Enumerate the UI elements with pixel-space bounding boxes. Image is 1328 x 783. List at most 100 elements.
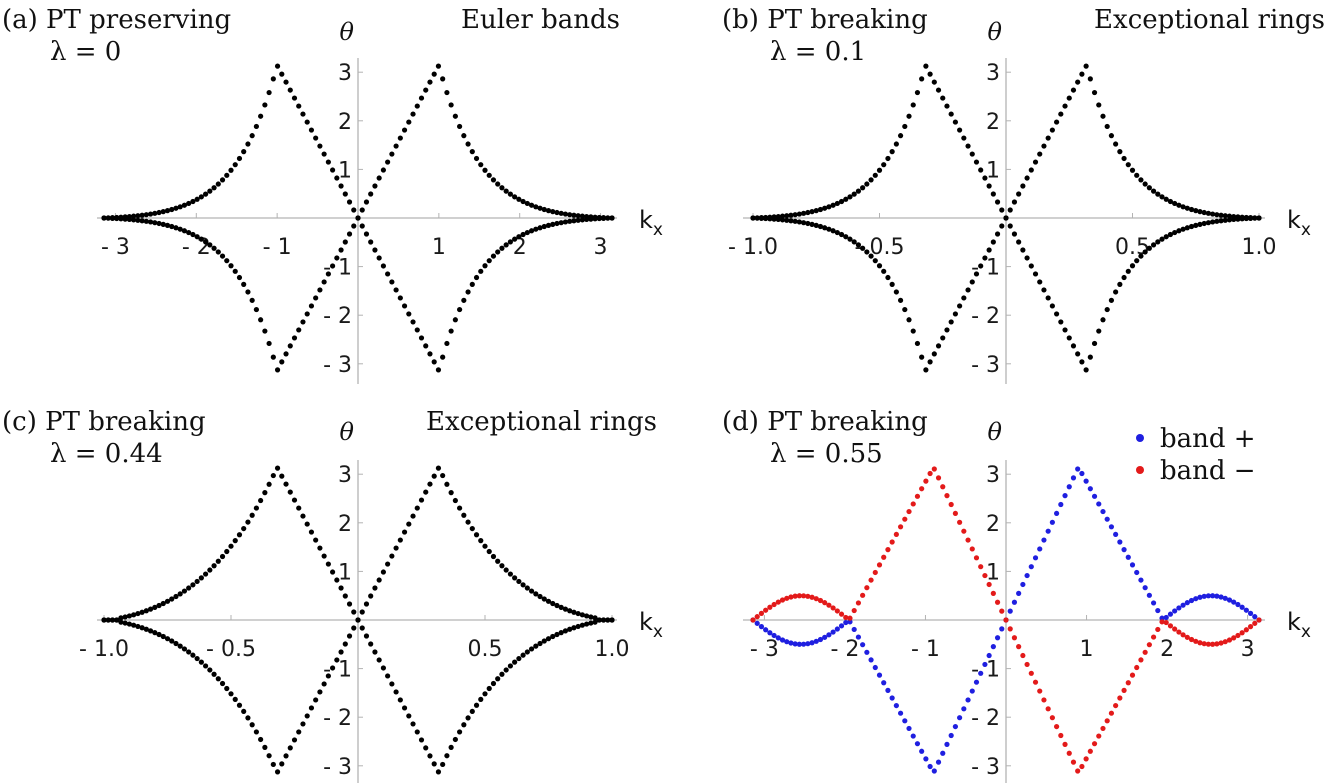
point-b-42-0: [927, 359, 933, 365]
y-tick-label-b-5: - 3: [971, 353, 1000, 378]
point-b-113-0: [1226, 213, 1233, 219]
point-c-118-1: [600, 617, 607, 623]
point-d-minus-81: [1091, 741, 1098, 747]
point-d-minus-111: [1218, 640, 1224, 646]
point-d-minus-41: [923, 478, 929, 484]
point-a-45-1: [291, 95, 298, 101]
point-b-1-1: [754, 215, 760, 221]
point-c-31-1: [232, 538, 238, 544]
point-b-107-1: [1201, 220, 1207, 227]
point-c-16-0: [169, 638, 175, 644]
panel-title-b: (b) PT breaking: [722, 5, 928, 35]
point-b-33-0: [889, 281, 895, 287]
point-d-minus-63: [1016, 644, 1022, 650]
point-a-107-0: [554, 209, 560, 216]
point-b-99-1: [1167, 231, 1174, 238]
point-a-94-1: [499, 245, 505, 251]
point-d-minus-75: [1066, 750, 1072, 756]
point-c-86-1: [465, 715, 471, 721]
point-a-119-1: [605, 215, 611, 221]
point-d-plus-41: [923, 756, 929, 762]
point-a-76-1: [423, 343, 429, 349]
point-b-76-0: [1070, 87, 1077, 93]
point-b-9-1: [788, 212, 794, 218]
point-d-minus-113: [1226, 637, 1233, 643]
point-a-98-1: [516, 234, 522, 240]
point-b-69-1: [1041, 287, 1047, 293]
point-c-50-1: [313, 537, 319, 543]
point-b-73-1: [1058, 319, 1064, 325]
point-b-9-0: [788, 218, 794, 224]
point-b-64-0: [1020, 183, 1026, 189]
point-a-60-1: [355, 215, 361, 221]
point-b-42-1: [927, 71, 933, 77]
point-c-37-1: [258, 497, 264, 504]
point-b-50-1: [961, 135, 967, 141]
point-b-76-1: [1070, 343, 1077, 349]
point-c-109-0: [562, 606, 569, 612]
panel-subtitle-c: Exceptional rings: [426, 407, 657, 437]
point-a-18-1: [177, 204, 183, 210]
point-a-111-0: [571, 212, 577, 218]
point-b-72-1: [1054, 311, 1060, 317]
point-d-minus-78: [1079, 763, 1085, 770]
point-a-109-0: [562, 211, 569, 217]
point-c-86-0: [465, 519, 471, 525]
point-b-36-0: [902, 306, 908, 313]
point-c-33-1: [241, 525, 247, 532]
point-d-minus-74: [1062, 741, 1068, 747]
point-c-0-1: [101, 617, 107, 623]
point-c-95-1: [503, 667, 509, 673]
point-c-89-1: [478, 696, 484, 702]
point-d-minus-30: [876, 562, 883, 568]
point-a-3-1: [114, 214, 120, 221]
point-c-14-1: [160, 600, 166, 607]
point-d-minus-37: [906, 508, 912, 515]
point-b-92-1: [1138, 253, 1144, 259]
point-d-minus-45: [940, 484, 946, 490]
point-b-101-0: [1176, 202, 1182, 208]
point-a-73-1: [410, 319, 416, 325]
point-d-minus-12: [801, 593, 807, 599]
point-a-28-0: [219, 253, 226, 259]
point-c-84-0: [457, 505, 463, 511]
point-b-92-0: [1138, 177, 1144, 183]
point-b-21-0: [838, 231, 845, 238]
point-c-84-1: [457, 729, 463, 735]
point-d-plus-37: [906, 725, 912, 732]
point-b-98-1: [1163, 234, 1169, 240]
point-d-plus-36: [902, 718, 908, 724]
point-d-plus-100: [1172, 608, 1178, 614]
point-a-71-1: [401, 303, 408, 309]
point-d-plus-3: [763, 627, 769, 633]
point-b-52-0: [969, 279, 975, 285]
point-c-43-0: [283, 753, 289, 759]
point-b-18-1: [826, 204, 832, 210]
point-d-minus-95: [1150, 634, 1157, 640]
point-d-plus-96: [1155, 607, 1161, 614]
point-a-35-0: [249, 297, 255, 303]
point-b-39-0: [914, 340, 921, 347]
point-d-minus-119: [1252, 620, 1258, 626]
point-d-minus-32: [885, 547, 891, 553]
point-a-16-1: [169, 206, 175, 213]
point-a-50-0: [313, 295, 319, 301]
point-b-40-1: [919, 76, 925, 82]
point-c-47-0: [300, 721, 306, 727]
point-b-18-0: [826, 226, 832, 232]
point-c-43-1: [283, 481, 289, 487]
point-c-71-1: [401, 705, 408, 711]
panel-param-a: λ = 0: [50, 37, 121, 67]
point-a-53-0: [325, 271, 331, 277]
point-a-57-1: [342, 191, 348, 197]
point-b-75-1: [1066, 335, 1072, 341]
point-b-55-0: [982, 255, 988, 261]
point-d-minus-22: [843, 614, 849, 621]
point-d-minus-35: [897, 524, 904, 530]
legend-label-1: band −: [1160, 456, 1256, 486]
point-c-55-1: [334, 577, 340, 583]
point-a-108-1: [558, 220, 564, 226]
point-a-47-0: [300, 319, 306, 325]
point-b-48-0: [952, 311, 959, 317]
point-a-88-0: [473, 155, 480, 162]
